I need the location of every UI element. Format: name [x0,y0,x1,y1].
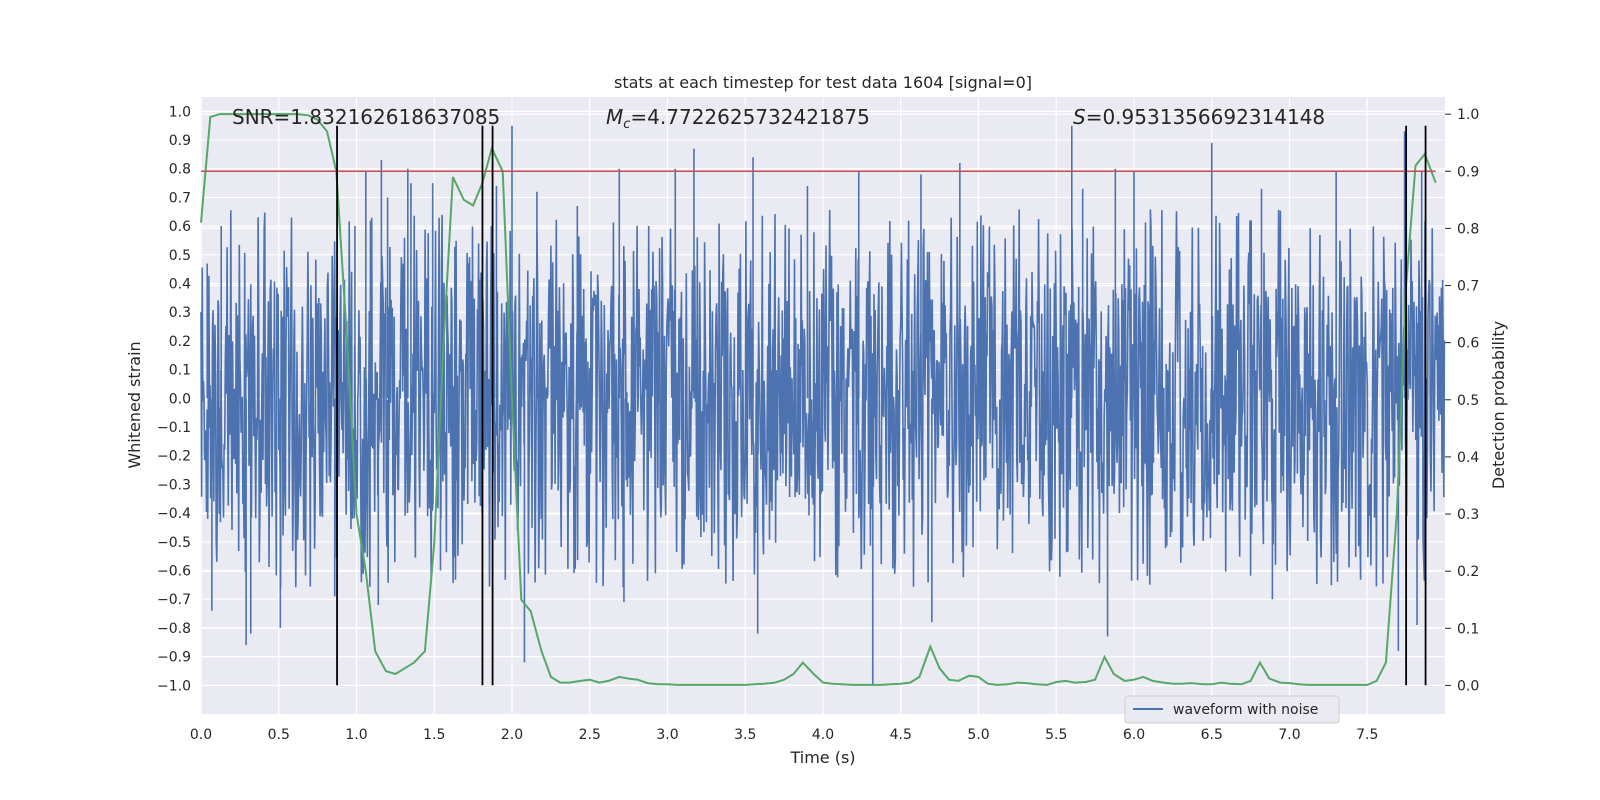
y-tick-label: 0.3 [169,305,191,321]
x-tick-label: 7.5 [1356,727,1378,743]
x-tick-label: 3.5 [734,727,756,743]
x-tick-label: 6.0 [1123,727,1145,743]
probability-series [200,113,1437,686]
y-tick-label: 0.1 [169,363,191,379]
s-symbol: S [1073,105,1086,129]
mc-subscript: c [623,117,630,132]
y-tick-label: −0.1 [157,420,191,436]
x-axis-label: Time (s) [789,748,855,767]
y-tick-label: 0.7 [169,190,191,206]
y2-tick-label: 0.2 [1457,564,1479,580]
legend-label: waveform with noise [1173,702,1318,718]
y-axis-label: Whitened strain [125,341,144,468]
y-tick-label: −0.6 [157,564,191,580]
y-tick-label: 0.8 [169,162,191,178]
y-tick-label: 0.4 [169,277,191,293]
mc-symbol: M [606,105,623,129]
y-tick-label: −0.7 [157,592,191,608]
x-tick-label: 4.0 [812,727,834,743]
y-tick-label: −0.2 [157,449,191,465]
x-tick-label: 3.0 [656,727,678,743]
x-tick-label: 5.0 [967,727,989,743]
y-tick-label: 0.5 [169,248,191,264]
grid [200,97,1445,714]
chart-title: stats at each timestep for test data 160… [614,73,1032,92]
y2-tick-label: 0.0 [1457,678,1479,694]
y2-tick-label: 1.0 [1457,107,1479,123]
y-tick-label: 0.9 [169,133,191,149]
x-tick-label: 2.5 [579,727,601,743]
axes: 0.0 0.5 1.0 1.5 2.0 2.5 3.0 3.5 4.0 4.5 5.0 5.5 6.0 6… [157,104,1479,743]
waveform-series [200,125,1446,686]
x-tick-label: 1.0 [345,727,367,743]
y2-tick-label: 0.3 [1457,507,1479,523]
legend: waveform with noise [1124,695,1340,724]
x-tick-label: 1.5 [423,727,445,743]
mc-annotation: Mc=4.7722625732421875 [606,105,870,132]
y-tick-label: −0.9 [157,650,191,666]
y-tick-label: −0.5 [157,535,191,551]
y2-tick-label: 0.4 [1457,450,1479,466]
y-tick-label: 1.0 [169,104,191,120]
y2-tick-label: 0.1 [1457,621,1479,637]
mc-value: =4.7722625732421875 [630,105,869,129]
waveform-line [200,209,1446,588]
probability-line [200,113,1437,686]
x-tick-label: 0.0 [190,727,212,743]
y-tick-label: −1.0 [157,678,191,694]
y-tick-label: −0.8 [157,621,191,637]
x-tick-label: 7.0 [1278,727,1300,743]
s-value: =0.9531356692314148 [1086,105,1325,129]
y2-tick-label: 0.5 [1457,393,1479,409]
x-tick-label: 6.5 [1201,727,1223,743]
legend-box [1124,695,1340,724]
x-tick-label: 0.5 [268,727,290,743]
y2-tick-label: 0.8 [1457,221,1479,237]
overlays [201,125,1436,686]
y2-axis-label: Detection probability [1489,321,1508,489]
x-tick-label: 4.5 [890,727,912,743]
y2-tick-label: 0.6 [1457,336,1479,352]
y-tick-label: 0.6 [169,219,191,235]
y2-tick-label: 0.7 [1457,279,1479,295]
x-tick-label: 2.0 [501,727,523,743]
snr-annotation: SNR=1.832162618637085 [232,105,500,129]
y-tick-label: −0.3 [157,477,191,493]
y2-tick-label: 0.9 [1457,164,1479,180]
s-annotation: S=0.9531356692314148 [1073,105,1325,129]
y-tick-label: 0.0 [169,391,191,407]
y-tick-label: 0.2 [169,334,191,350]
y-tick-label: −0.4 [157,506,191,522]
x-tick-label: 5.5 [1045,727,1067,743]
